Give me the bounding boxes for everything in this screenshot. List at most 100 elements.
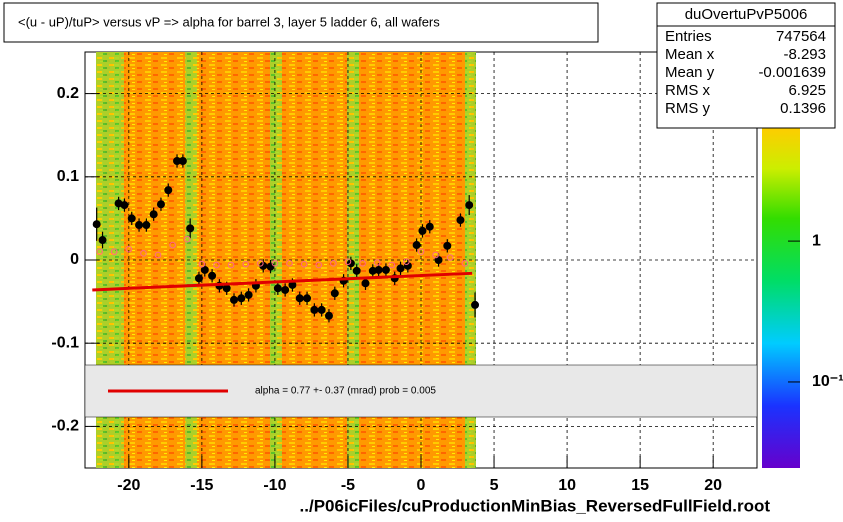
data-point: [418, 226, 427, 235]
data-point: [300, 260, 308, 268]
data-point: [242, 260, 249, 268]
data-point: [456, 216, 465, 225]
y-tick-label: 0.1: [57, 168, 79, 185]
data-point: [446, 254, 454, 261]
data-point: [396, 264, 405, 273]
data-point: [142, 221, 151, 230]
data-point: [432, 251, 439, 259]
data-point: [286, 260, 293, 267]
data-point: [359, 260, 366, 267]
x-tick-label: 0: [417, 477, 426, 494]
data-point: [164, 186, 173, 195]
data-point: [178, 156, 187, 165]
stats-label: Mean y: [665, 64, 715, 81]
data-point: [271, 260, 279, 267]
data-point: [213, 261, 220, 269]
data-point: [310, 305, 319, 314]
data-point: [324, 311, 333, 320]
data-point: [120, 201, 129, 210]
stats-value: 747564: [776, 28, 826, 45]
data-point: [208, 271, 217, 280]
data-point: [96, 248, 103, 255]
z-tick-label: 10⁻¹: [812, 373, 843, 390]
data-point: [92, 220, 101, 229]
data-point: [330, 260, 337, 267]
data-point: [183, 235, 191, 243]
data-point: [222, 284, 231, 293]
x-tick-label: -15: [190, 477, 213, 494]
data-point: [257, 260, 264, 267]
data-point: [273, 284, 282, 293]
data-point: [281, 285, 290, 294]
data-point: [156, 200, 165, 209]
x-tick-label: 5: [490, 477, 499, 494]
data-point: [361, 279, 370, 288]
data-point: [127, 214, 136, 223]
data-point: [125, 245, 133, 253]
stats-label: Mean x: [665, 46, 715, 63]
data-point: [244, 290, 253, 299]
x-tick-label: -20: [117, 477, 140, 494]
data-point: [412, 241, 421, 250]
fit-line: [92, 271, 473, 292]
data-point: [388, 261, 396, 269]
chart-title: <(u - uP)/tuP> versus vP => alpha for ba…: [18, 14, 440, 29]
stats-label: RMS x: [665, 82, 711, 99]
data-point: [149, 210, 158, 219]
data-point: [381, 265, 390, 274]
data-point: [417, 248, 425, 255]
y-tick-label: 0.2: [57, 85, 79, 102]
fit-legend-label: alpha = 0.77 +- 0.37 (mrad) prob = 0.005: [255, 386, 436, 397]
x-tick-label: -10: [263, 477, 286, 494]
z-tick-label: 1: [812, 232, 821, 249]
data-point: [403, 258, 410, 265]
stats-title: duOvertuPvP5006: [685, 6, 808, 23]
data-point: [230, 295, 239, 304]
stats-box: [656, 2, 836, 129]
data-point: [373, 259, 381, 266]
data-point: [237, 294, 246, 303]
data-point: [98, 236, 107, 245]
x-tick-label: 20: [704, 477, 722, 494]
title-box: [3, 2, 599, 43]
data-point: [465, 201, 474, 210]
data-point: [344, 258, 352, 265]
stats-value: 6.925: [788, 82, 826, 99]
data-point: [374, 265, 383, 274]
data-point: [140, 250, 147, 257]
data-point: [352, 266, 361, 275]
y-tick-label: -0.2: [51, 418, 79, 435]
stats-label: Entries: [665, 28, 712, 45]
data-point: [154, 251, 162, 259]
data-point: [303, 294, 312, 303]
data-point: [200, 265, 209, 274]
data-point: [346, 259, 355, 268]
data-point: [425, 222, 434, 231]
data-point: [315, 261, 323, 269]
stats-label: RMS y: [665, 100, 711, 117]
data-point: [198, 260, 206, 268]
stats-value: -0.001639: [758, 64, 826, 81]
stats-value: -8.293: [783, 46, 826, 63]
x-tick-label: 10: [558, 477, 576, 494]
x-tick-label: -5: [341, 477, 355, 494]
data-point: [266, 262, 275, 271]
data-point: [194, 274, 203, 283]
data-point: [443, 241, 452, 250]
data-point: [471, 300, 480, 309]
data-point: [227, 261, 235, 269]
data-point: [169, 241, 176, 249]
y-tick-label: -0.1: [51, 334, 79, 351]
y-tick-label: 0: [70, 251, 79, 268]
x-tick-label: 15: [631, 477, 649, 494]
stats-value: 0.1396: [780, 100, 826, 117]
data-point: [110, 248, 118, 255]
x-axis-label: ../P06icFiles/cuProductionMinBias_Revers…: [300, 496, 771, 515]
data-point: [330, 289, 339, 298]
data-point: [317, 305, 326, 314]
data-point: [295, 294, 304, 303]
data-point: [135, 221, 144, 230]
data-point: [403, 261, 412, 270]
data-point: [186, 224, 195, 233]
